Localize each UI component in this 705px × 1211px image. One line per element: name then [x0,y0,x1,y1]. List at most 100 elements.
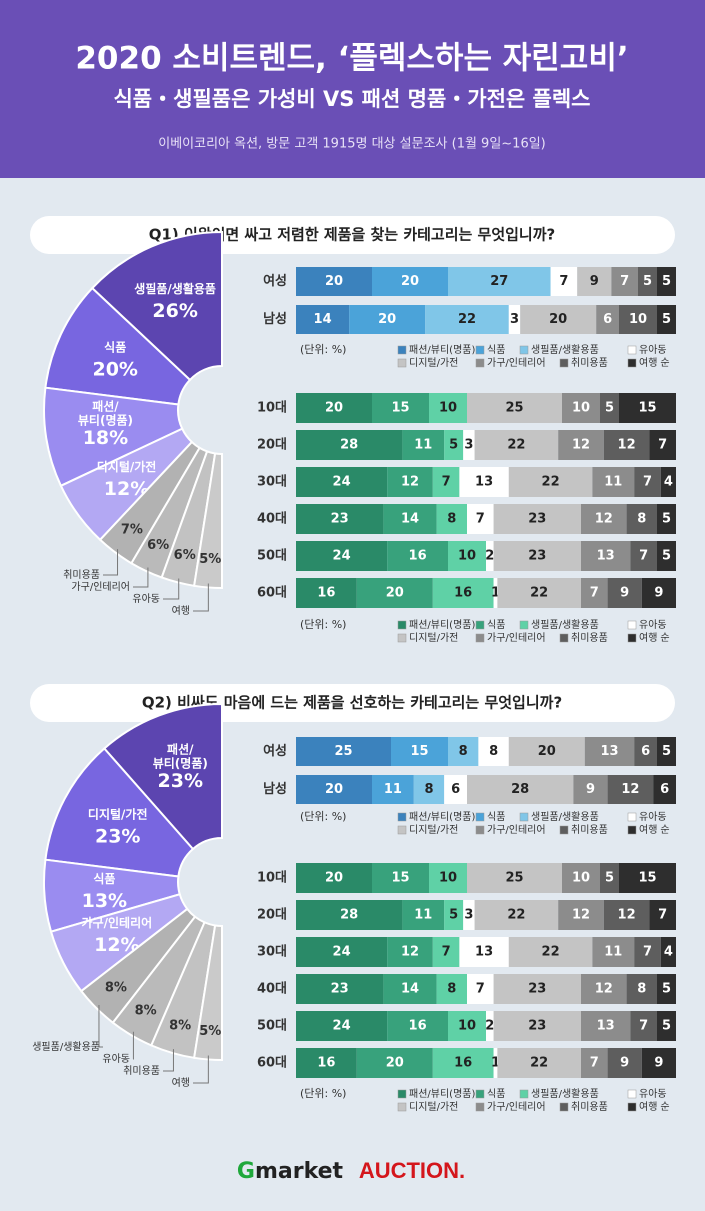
bar-value-label: 12 [618,908,636,923]
bar-segment [463,900,475,930]
bar-value-label: 9 [654,586,663,601]
bar-segment [432,578,494,608]
slice-name-label: 여행 [172,1077,190,1089]
legend-label: 취미용품 [571,357,608,369]
slice-value-label: 5% [199,1024,221,1039]
leader-line [193,583,209,612]
legend-swatch [559,1102,569,1112]
bar-value-label: 11 [384,782,402,797]
pie-slice [102,702,223,851]
slice-label: 패션/뷰티(명품) [78,398,133,427]
legend-swatch [559,825,569,835]
legend-label: 가구/인테리어 [487,1101,546,1113]
row-label: 여성 [263,273,287,289]
bar-segment [467,974,494,1004]
row-label: 40대 [257,512,287,527]
row-label: 60대 [257,1056,287,1071]
bar-value-label: 23 [528,549,546,564]
bar-segment [641,578,676,608]
bar-segment [296,775,372,804]
bar-segment [296,974,384,1004]
legend-label: 유아동 [639,344,667,356]
bar-segment [657,1011,676,1041]
bar-segment [497,1048,581,1078]
bar-value-label: 13 [597,1019,615,1034]
legend-label: 취미용품 [571,824,608,836]
bar-segment [660,937,676,967]
bar-value-label: 7 [559,274,568,289]
row-label: 30대 [257,475,287,490]
slice-value-label: 18% [83,427,128,449]
logo-gmarket: Gmarket [237,1159,344,1184]
legend-swatch [627,825,637,835]
bar-value-label: 1 [491,1056,500,1071]
bar-value-label: 24 [333,549,351,564]
bar-value-label: 22 [542,475,560,490]
bar-segment [600,863,619,893]
legend-label: 디지털/가전 [409,632,458,644]
bar-segment [581,541,631,571]
slice-value-label: 6% [147,538,169,553]
bar-segment [508,937,593,967]
bar-value-label: 8 [447,982,456,997]
row-label: 남성 [263,781,287,797]
bar-segment [603,430,650,460]
bar-segment [436,974,467,1004]
bar-segment [425,305,509,334]
legend-label: 식품 [487,619,505,631]
slice-name-label: 취미용품 [63,569,100,581]
bar-value-label: 13 [600,744,618,759]
bar-segment [429,863,467,893]
legend-label: 생필품/생활용품 [531,810,599,823]
slice-name-label: 여행 [172,605,190,617]
slice-label: 생필품/생활용품 [134,281,216,296]
bar-segment [296,541,388,571]
bar-value-label: 5 [662,274,671,289]
bar-segment [657,305,676,334]
legend-label: 취미용품 [571,632,608,644]
bar-segment [459,937,509,967]
legend-label: 식품 [487,811,505,823]
bar-segment [581,504,627,534]
bar-segment [296,305,350,334]
bar-value-label: 9 [590,274,599,289]
bar-value-label: 6 [660,782,669,797]
bar-segment [432,467,460,497]
bar-value-label: 20 [401,274,419,289]
slice-value-label: 8% [169,1019,191,1034]
row-label: 10대 [257,871,287,886]
bar-value-label: 10 [629,312,647,327]
pie-slice [43,386,184,488]
row-label: 여성 [263,743,287,759]
bar-value-label: 8 [459,744,468,759]
bar-value-label: 5 [662,512,671,527]
bar-segment [448,541,486,571]
title: 2020 소비트렌드, ‘플렉스하는 자린고비’ [75,41,628,77]
bar-segment [581,578,608,608]
bar-value-label: 15 [391,401,409,416]
bar-segment [463,430,475,460]
bar-segment [402,430,445,460]
bar-segment [486,541,494,571]
bar-segment [372,267,448,296]
bar-value-label: 2 [485,549,494,564]
bar-value-label: 10 [439,401,457,416]
bar-value-label: 6 [451,782,460,797]
bar-segment [508,305,521,334]
bar-value-label: 11 [604,945,622,960]
bar-value-label: 8 [447,512,456,527]
bar-value-label: 24 [333,945,351,960]
bar-segment [581,1048,608,1078]
bar-value-label: 12 [621,782,639,797]
legend-swatch [397,633,407,643]
bar-value-label: 5 [449,438,458,453]
row-label: 30대 [257,945,287,960]
bar-value-label: 11 [604,475,622,490]
bar-value-label: 16 [317,586,335,601]
bar-value-label: 13 [475,945,493,960]
legend-label: 가구/인테리어 [487,632,546,644]
slice-label: 디지털/가전 [97,459,157,474]
bar-segment [558,900,604,930]
bar-value-label: 7 [620,274,629,289]
bar-segment [296,1048,357,1078]
